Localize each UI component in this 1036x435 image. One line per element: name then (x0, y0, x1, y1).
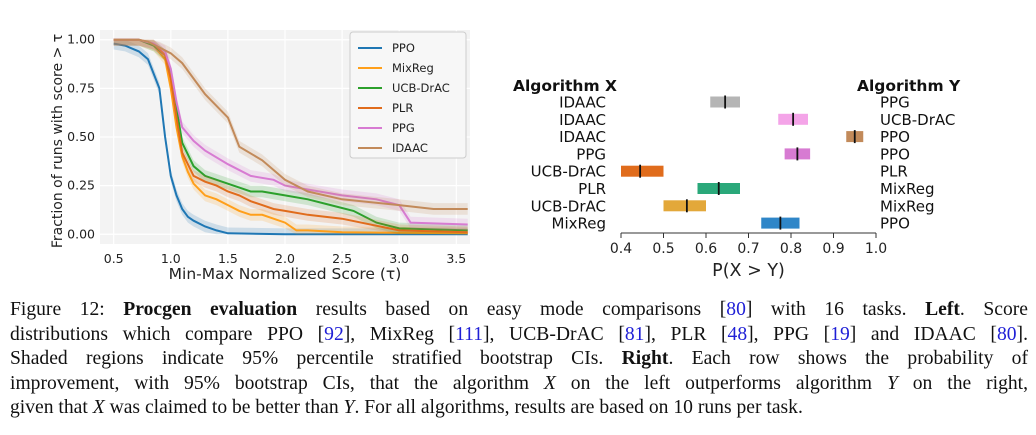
y-tick-label: 0.75 (67, 80, 95, 95)
figure-label: Figure 12: (10, 299, 124, 320)
header-algorithm-y: Algorithm Y (857, 77, 961, 95)
ci-band-plr (113, 39, 468, 235)
math-x: X (92, 397, 105, 418)
caption-line-2: distributions which compare PPO [92], Mi… (10, 323, 1028, 348)
row-label-y: PPO (880, 128, 910, 146)
citation-link[interactable]: 19 (830, 323, 850, 345)
citation-link[interactable]: 92 (324, 323, 344, 345)
x-tick-label: 0.5 (104, 251, 124, 266)
caption-text: ], MixReg [ (343, 323, 456, 345)
series-line-idaac (113, 38, 468, 210)
caption-text: ], UCB-DrAC [ (483, 323, 625, 345)
caption-text: improvement, with 95% bootstrap CIs, tha… (10, 372, 544, 394)
caption-line-4: improvement, with 95% bootstrap CIs, tha… (10, 372, 1028, 397)
caption-text: ], PPG [ (747, 323, 831, 345)
row-label-x: UCB-DrAC (531, 163, 606, 181)
caption-text: on the left outperforms algorithm (555, 372, 887, 394)
caption-text: . Score (959, 299, 1028, 320)
citation-link[interactable]: 80 (996, 323, 1017, 345)
caption-line-5: given that X was claimed to be better th… (10, 396, 1028, 421)
series-line-ppo (113, 42, 468, 236)
ci-bar (663, 200, 706, 212)
x-tick-label: 1.5 (218, 251, 238, 266)
legend-label: IDAAC (392, 141, 428, 155)
x-tick-label: 0.8 (780, 241, 802, 257)
caption-line-3: Shaded regions indicate 95% percentile s… (10, 347, 1028, 372)
caption-text: . For all algorithms, results are based … (354, 397, 803, 418)
caption-text: ] with 16 tasks. (745, 299, 926, 320)
y-tick-label: 0.50 (67, 129, 95, 144)
row-label-x: IDAAC (559, 128, 606, 146)
x-tick-label: 1.0 (161, 251, 181, 266)
legend-box (349, 31, 467, 159)
row-label-x: PLR (578, 180, 606, 198)
caption-text: ], PLR [ (644, 323, 728, 345)
row-label-x: IDAAC (559, 111, 606, 129)
ci-band-ppg (113, 39, 468, 231)
row-label-y: PPO (880, 215, 910, 233)
citation-link[interactable]: 111 (455, 323, 484, 345)
caption-text: results based on easy mode comparisons [ (297, 299, 727, 320)
caption-left-label: Left (925, 299, 960, 320)
caption-text: Shaded regions indicate 95% percentile s… (10, 348, 622, 369)
series-line-plr (113, 38, 468, 234)
caption-text: . Each row shows the probability of (668, 348, 1028, 369)
legend-label: UCB-DrAC (392, 81, 450, 95)
x-tick-label: 1.0 (865, 241, 887, 257)
legend-label: PLR (392, 101, 413, 115)
ci-band-ppo (113, 39, 468, 235)
row-label-y: PPO (880, 145, 910, 163)
x-tick-label: 0.5 (652, 241, 674, 257)
row-label-x: UCB-DrAC (531, 197, 606, 215)
y-tick-label: 0.00 (67, 226, 95, 241)
x-tick-label: 0.6 (695, 241, 717, 257)
citation-link[interactable]: 48 (727, 323, 748, 345)
x-tick-label: 3.0 (389, 251, 409, 266)
row-label-y: MixReg (880, 180, 935, 198)
citation-link[interactable]: 80 (726, 299, 746, 320)
x-tick-label: 0.9 (822, 241, 844, 257)
row-label-y: PPG (880, 94, 910, 112)
ci-bar (621, 165, 664, 177)
header-algorithm-x: Algorithm X (513, 77, 617, 95)
series-line-mixreg (113, 38, 468, 235)
caption-line-1: Figure 12: Procgen evaluation results ba… (10, 298, 1028, 323)
x-tick-label: 2.5 (332, 251, 352, 266)
legend-label: PPG (392, 121, 415, 135)
caption-text: on the right, (897, 372, 1028, 394)
legend-label: PPO (392, 41, 415, 55)
x-axis-label: Min-Max Normalized Score (τ) (169, 265, 402, 283)
caption-right-label: Right (621, 348, 669, 369)
x-tick-label: 3.5 (446, 251, 466, 266)
row-label-y: PLR (880, 163, 908, 181)
caption-text: given that (10, 397, 93, 418)
row-label-x: MixReg (552, 215, 607, 233)
math-y: Y (343, 397, 355, 418)
x-tick-label: 2.0 (275, 251, 295, 266)
math-y: Y (886, 372, 898, 394)
x-tick-label: 0.4 (610, 241, 632, 257)
caption-text: distributions which compare PPO [ (10, 323, 325, 345)
x-tick-label: 0.7 (737, 241, 759, 257)
row-label-x: IDAAC (559, 94, 606, 112)
figure-canvas: 0.5 1.0 1.5 2.0 2.5 3.0 3.5 0.00 0.25 0.50 0.75 1.0… (50, 30, 961, 283)
row-label-x: PPG (576, 145, 606, 163)
y-axis-label: Fraction of runs with score > τ (50, 34, 66, 248)
ci-band-idaac (113, 39, 468, 215)
score-distribution-chart: 0.5 1.0 1.5 2.0 2.5 3.0 3.5 0.00 0.25 0.50 0.75 1.0… (50, 30, 470, 283)
y-tick-label: 1.00 (67, 32, 95, 47)
caption-text: was claimed to be better than (104, 397, 344, 418)
y-tick-label: 0.25 (67, 178, 95, 193)
x-axis-label: P(X > Y) (712, 261, 785, 281)
figure-caption: Figure 12: Procgen evaluation results ba… (10, 298, 1028, 421)
legend-label: MixReg (392, 61, 434, 75)
citation-link[interactable]: 81 (624, 323, 645, 345)
row-label-y: UCB-DrAC (880, 111, 955, 129)
math-x: X (543, 372, 556, 394)
row-label-y: MixReg (880, 197, 935, 215)
caption-title: Procgen evaluation (123, 299, 298, 320)
caption-text: ]. (1016, 323, 1028, 345)
caption-text: ] and IDAAC [ (849, 323, 997, 345)
